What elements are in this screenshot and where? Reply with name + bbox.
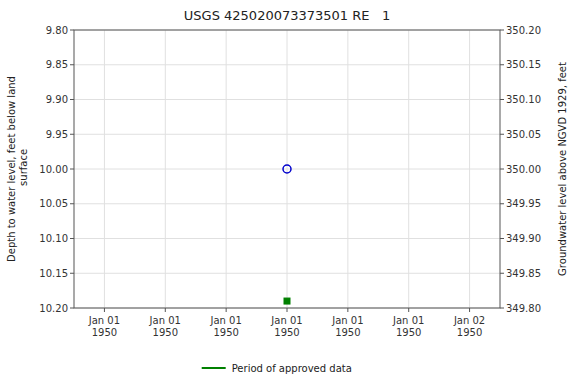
y2-tick (500, 203, 504, 204)
y-tick-label: 9.85 (46, 59, 68, 70)
y2-tick (500, 30, 504, 31)
y2-tick (500, 169, 504, 170)
x-tick-label-line: 1950 (274, 327, 299, 338)
y2-tick-label: 350.20 (506, 25, 541, 36)
y2-tick (500, 64, 504, 65)
x-tick-label-line: Jan 01 (270, 315, 302, 326)
y2-tick (500, 308, 504, 309)
y-tick-label: 10.10 (39, 233, 68, 244)
y-grid-line (74, 64, 500, 65)
legend-swatch (202, 367, 226, 369)
y-tick-label: 9.80 (46, 25, 68, 36)
y2-tick-label: 349.80 (506, 303, 541, 314)
x-tick (347, 308, 348, 312)
x-tick-label-line: 1950 (92, 327, 117, 338)
x-tick-label-line: 1950 (457, 327, 482, 338)
y-tick (70, 273, 74, 274)
x-tick (287, 308, 288, 312)
x-tick-label: Jan 021950 (453, 315, 485, 338)
y2-tick (500, 134, 504, 135)
y-grid-line (74, 273, 500, 274)
y-grid-line (74, 169, 500, 170)
x-tick (226, 308, 227, 312)
x-tick-label-line: Jan 01 (209, 315, 241, 326)
y2-tick-label: 350.15 (506, 59, 541, 70)
y-tick (70, 203, 74, 204)
x-tick-label: Jan 011950 (331, 315, 363, 338)
point (284, 298, 290, 304)
x-tick-label: Jan 011950 (88, 315, 120, 338)
x-tick-label: Jan 011950 (392, 315, 424, 338)
y-grid-line (74, 203, 500, 204)
y2-tick (500, 99, 504, 100)
y2-tick-label: 349.95 (506, 198, 541, 209)
y-tick-label: 10.00 (39, 164, 68, 175)
y-axis-label-line: surface (18, 149, 29, 189)
x-tick-label-line: 1950 (396, 327, 421, 338)
grid (74, 30, 500, 308)
chart: Jan 011950Jan 011950Jan 011950Jan 011950… (0, 0, 576, 384)
background (0, 0, 576, 384)
y2-tick-label: 349.85 (506, 268, 541, 279)
x-tick-label-line: 1950 (153, 327, 178, 338)
x-tick-label: Jan 011950 (149, 315, 181, 338)
y-tick-label: 9.95 (46, 129, 68, 140)
y-tick-label: 9.90 (46, 94, 68, 105)
x-tick-label: Jan 011950 (270, 315, 302, 338)
marks (283, 165, 291, 304)
y-tick (70, 238, 74, 239)
y-tick (70, 308, 74, 309)
x-tick-label-line: Jan 01 (331, 315, 363, 326)
y2-tick (500, 238, 504, 239)
y2-tick-label: 350.00 (506, 164, 541, 175)
x-tick (469, 308, 470, 312)
y-grid-line (74, 238, 500, 239)
x-tick-label-line: Jan 01 (88, 315, 120, 326)
x-tick-label-line: 1950 (335, 327, 360, 338)
y2-tick-label: 350.10 (506, 94, 541, 105)
y-tick (70, 64, 74, 65)
y-axis-label: Depth to water level, feet below land su… (6, 76, 29, 262)
axes: Jan 011950Jan 011950Jan 011950Jan 011950… (39, 25, 541, 339)
x-tick (165, 308, 166, 312)
y2-tick-label: 349.90 (506, 233, 541, 244)
y2-tick-label: 350.05 (506, 129, 541, 140)
y-tick-label: 10.20 (39, 303, 68, 314)
y2-axis-label: Groundwater level above NGVD 1929, feet (557, 62, 568, 276)
x-tick (104, 308, 105, 312)
y-tick (70, 99, 74, 100)
y-tick (70, 30, 74, 31)
y2-tick (500, 273, 504, 274)
y-tick-label: 10.05 (39, 198, 68, 209)
y-axis-label-line: Depth to water level, feet below land (6, 76, 17, 262)
y-grid-line (74, 99, 500, 100)
y-tick (70, 169, 74, 170)
legend-label: Period of approved data (232, 363, 352, 374)
point (283, 165, 291, 173)
plot-frame (74, 30, 500, 308)
x-tick-label-line: Jan 01 (392, 315, 424, 326)
x-tick-label: Jan 011950 (209, 315, 241, 338)
title: USGS 425020073373501 RE 1 (184, 8, 390, 23)
legend: Period of approved data (202, 363, 352, 374)
y-tick (70, 134, 74, 135)
x-tick (408, 308, 409, 312)
y-tick-label: 10.15 (39, 268, 68, 279)
y-grid-line (74, 134, 500, 135)
x-tick-label-line: Jan 01 (149, 315, 181, 326)
x-tick-label-line: Jan 02 (453, 315, 485, 326)
x-tick-label-line: 1950 (213, 327, 238, 338)
